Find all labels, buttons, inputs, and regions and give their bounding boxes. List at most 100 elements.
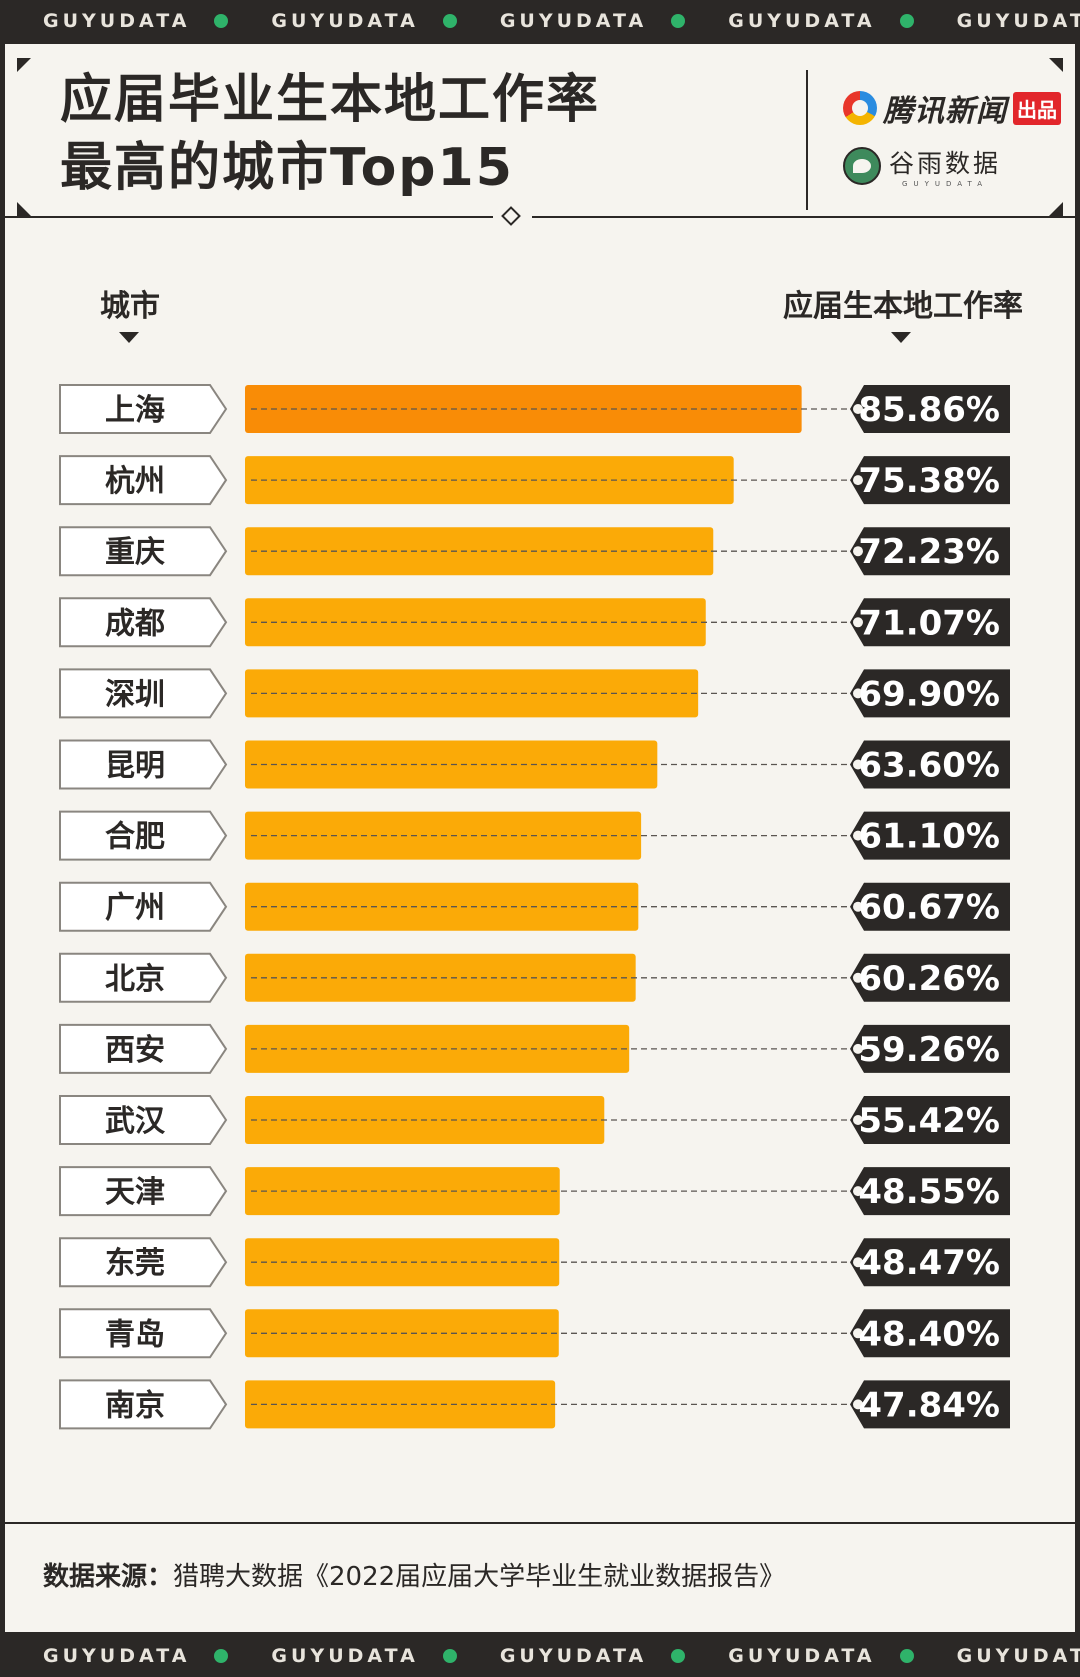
city-label: 成都 xyxy=(105,606,165,641)
badge-hole xyxy=(853,972,863,983)
value-label: 48.40% xyxy=(858,1314,1000,1354)
corner-mark xyxy=(1049,202,1063,216)
value-label: 61.10% xyxy=(858,817,1000,857)
corner-mark xyxy=(17,202,31,216)
guyu-brand: 谷雨数据 GUYUDATA xyxy=(843,144,1001,188)
value-label: 69.90% xyxy=(858,674,1000,714)
city-tag xyxy=(59,952,228,1003)
badge-hole xyxy=(853,1328,863,1339)
band-text: GUYUDATA xyxy=(271,10,419,32)
value-badge xyxy=(850,527,1010,576)
city-label: 南京 xyxy=(105,1388,165,1423)
band-dot xyxy=(671,14,686,28)
triangle-down-icon xyxy=(891,332,911,343)
city-tag xyxy=(59,1095,228,1145)
city-tag xyxy=(59,1308,228,1359)
badge-hole xyxy=(853,546,863,557)
page-title: 应届毕业生本地工作率 最高的城市Top15 xyxy=(60,66,600,202)
badge-hole xyxy=(853,1399,863,1410)
corner-mark xyxy=(1049,58,1063,72)
value-label: 59.26% xyxy=(858,1030,1000,1070)
title-line-1: 应届毕业生本地工作率 xyxy=(60,70,601,130)
value-label: 60.26% xyxy=(858,959,1000,999)
rate-column-header: 应届生本地工作率 xyxy=(783,289,1023,324)
band-text: GUYUDATA xyxy=(728,1645,876,1667)
bar-chart: 上海 85.86% 杭州 75.38% 重庆 72.23% 成都 71.07% 深圳 69.90%… xyxy=(59,384,1010,1430)
badge-hole xyxy=(853,475,863,486)
city-label: 东莞 xyxy=(105,1246,165,1281)
city-tag xyxy=(59,597,228,648)
badge-hole xyxy=(853,1043,863,1054)
city-label: 杭州 xyxy=(105,464,165,499)
band-dot xyxy=(442,14,457,28)
city-label: 广州 xyxy=(105,891,165,926)
badge-hole xyxy=(853,1186,863,1197)
value-badge xyxy=(850,1309,1010,1358)
bar xyxy=(245,1380,556,1429)
city-tag xyxy=(59,739,228,790)
value-label: 71.07% xyxy=(858,603,1000,643)
corner-mark xyxy=(17,58,31,72)
value-badge xyxy=(850,953,1010,1002)
footer-rule xyxy=(5,1522,1075,1524)
band-dot xyxy=(899,1649,914,1663)
value-badge xyxy=(850,385,1010,433)
city-tag xyxy=(59,1023,228,1074)
city-tag xyxy=(59,455,228,506)
city-label: 重庆 xyxy=(105,535,165,570)
guyu-name: 谷雨数据 xyxy=(889,149,1002,178)
value-label: 72.23% xyxy=(858,532,1000,572)
source-label: 数据来源： xyxy=(43,1562,174,1592)
band-dot xyxy=(442,1649,457,1663)
badge-hole xyxy=(853,901,863,912)
badge-hole xyxy=(853,688,863,699)
source-note: 数据来源：猎聘大数据《2022届应届大学毕业生就业数据报告》 xyxy=(43,1556,785,1593)
city-label: 上海 xyxy=(105,393,165,428)
value-badge xyxy=(850,811,1010,860)
value-badge xyxy=(850,882,1010,931)
value-label: 48.55% xyxy=(858,1172,1000,1212)
tencent-news-logo-icon xyxy=(843,91,877,125)
top-band: GUYUDATA GUYUDATA GUYUDATA GUYUDATA GUYU… xyxy=(0,0,1080,42)
city-tag xyxy=(59,384,228,434)
guyu-bird-logo-icon xyxy=(843,147,881,185)
tencent-news-tag: 出品 xyxy=(1013,91,1061,125)
value-label: 75.38% xyxy=(858,461,1000,501)
header-divider xyxy=(806,70,808,210)
value-badge xyxy=(850,598,1010,647)
city-label: 昆明 xyxy=(105,749,165,784)
value-badge xyxy=(850,1238,1010,1287)
badge-hole xyxy=(853,1257,863,1268)
value-label: 60.67% xyxy=(858,888,1000,928)
band-dot xyxy=(214,14,229,28)
bar xyxy=(245,1024,630,1073)
bar xyxy=(245,953,636,1002)
value-badge xyxy=(850,1167,1010,1216)
city-tag xyxy=(59,668,228,719)
badge-hole xyxy=(853,759,863,770)
value-label: 85.86% xyxy=(858,390,1000,430)
city-tag xyxy=(59,1379,228,1430)
band-text: GUYUDATA xyxy=(956,1645,1080,1667)
value-badge xyxy=(850,1380,1010,1429)
value-label: 63.60% xyxy=(858,746,1000,786)
band-dot xyxy=(214,1649,229,1663)
city-tag xyxy=(59,1166,228,1217)
tencent-news-name: 腾讯新闻 xyxy=(883,94,1007,129)
value-label: 55.42% xyxy=(858,1101,1000,1141)
band-text: GUYUDATA xyxy=(728,10,876,32)
city-label: 合肥 xyxy=(105,820,165,855)
content-panel: 应届毕业生本地工作率 最高的城市Top15 腾讯新闻 出品 谷雨数据 GUYUD… xyxy=(5,44,1075,1632)
city-label: 深圳 xyxy=(105,677,165,712)
value-badge xyxy=(850,669,1010,718)
header-rule-left xyxy=(5,216,493,218)
value-badge xyxy=(850,740,1010,789)
bottom-band: GUYUDATA GUYUDATA GUYUDATA GUYUDATA GUYU… xyxy=(0,1635,1080,1677)
city-label: 西安 xyxy=(105,1033,165,1068)
bar xyxy=(245,527,714,576)
band-text: GUYUDATA xyxy=(271,1645,419,1667)
band-dot xyxy=(899,14,914,28)
city-tag xyxy=(59,810,228,861)
value-badge xyxy=(850,1024,1010,1073)
guyu-sub: GUYUDATA xyxy=(902,180,988,188)
